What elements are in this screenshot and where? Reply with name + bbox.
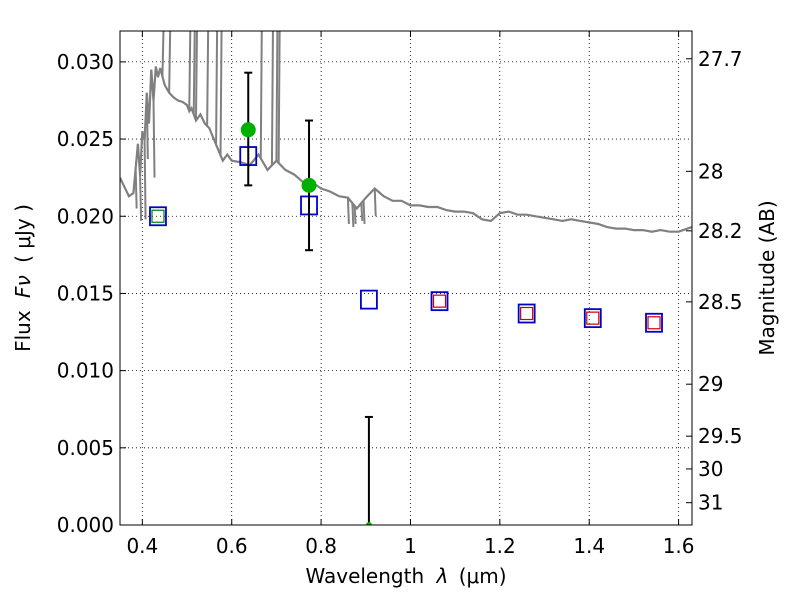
x-tick-label: 0.8 bbox=[305, 534, 337, 558]
spectrum-spike bbox=[373, 188, 377, 217]
x-tick-label: 1.6 bbox=[663, 534, 695, 558]
spectrum-line bbox=[120, 66, 692, 233]
x-tick-label: 0.4 bbox=[126, 534, 158, 558]
model-point-red-square bbox=[520, 306, 534, 321]
model-point-blue-square bbox=[430, 291, 449, 312]
spectrum-spike bbox=[206, 31, 210, 126]
y-tick-label: 0.005 bbox=[57, 436, 114, 460]
spectrum-spike bbox=[360, 203, 364, 221]
spectrum-spike bbox=[192, 31, 196, 115]
spectrum-spike bbox=[346, 197, 350, 225]
y-tick-label: 0.015 bbox=[57, 281, 114, 305]
observed-point bbox=[301, 177, 317, 193]
model-point-green-square bbox=[151, 209, 165, 223]
ticks: 0.4 0.6 0.8 1 1.2 1.4 1.6 0.000 0.005 0.010 0.015 0… bbox=[57, 31, 743, 558]
x-tick-label: 1 bbox=[404, 534, 417, 558]
y2-tick-label: 31 bbox=[698, 491, 723, 515]
x-axis-label: Wavelength λ (μm) bbox=[305, 564, 506, 588]
y-tick-label: 0.020 bbox=[57, 204, 114, 228]
y2-tick-label: 30 bbox=[698, 457, 723, 481]
spectrum-spike bbox=[277, 31, 281, 163]
y2-tick-label: 28 bbox=[698, 159, 723, 183]
y2-tick-label: 28.2 bbox=[698, 219, 743, 243]
model-point-blue-square bbox=[517, 303, 536, 324]
axes-frame bbox=[119, 30, 693, 526]
spectrum-spike bbox=[270, 31, 274, 166]
y2-tick-label: 28.5 bbox=[698, 290, 743, 314]
y-tick-label: 0.010 bbox=[57, 359, 114, 383]
x-tick-label: 1.2 bbox=[484, 534, 516, 558]
observed-point bbox=[365, 522, 372, 525]
spectrum-spike bbox=[134, 168, 138, 209]
spectrum-spike bbox=[139, 176, 143, 221]
y-tick-label: 0.025 bbox=[57, 127, 114, 151]
model-point-red-square bbox=[647, 316, 661, 330]
y2-axis-label: Magnitude (AB) bbox=[755, 200, 779, 355]
spectrum-spike bbox=[275, 31, 279, 161]
spectrum-spike bbox=[194, 31, 198, 121]
spectrum-spike bbox=[188, 31, 192, 112]
y-tick-label: 0.000 bbox=[57, 513, 114, 537]
spectrum-spike bbox=[353, 205, 357, 225]
spectrum-spike bbox=[143, 140, 147, 220]
y2-tick-label: 29.5 bbox=[698, 424, 743, 448]
spectrum-spike bbox=[362, 200, 366, 225]
spectrum-spike bbox=[259, 31, 263, 159]
x-tick-label: 0.6 bbox=[216, 534, 248, 558]
spectrum-spike bbox=[152, 100, 156, 178]
y-tick-label: 0.030 bbox=[57, 50, 114, 74]
y2-tick-label: 29 bbox=[698, 372, 723, 396]
model-point-blue-square bbox=[645, 312, 663, 333]
y2-tick-label: 27.7 bbox=[698, 47, 743, 71]
model-point-red-square bbox=[432, 294, 447, 308]
y-axis-label: Flux Fν ( μJy ) bbox=[11, 204, 35, 352]
x-tick-label: 1.4 bbox=[573, 534, 605, 558]
observed-point bbox=[240, 122, 256, 138]
spectrum-spike bbox=[351, 203, 355, 228]
grid bbox=[120, 31, 692, 525]
model-point-blue-square bbox=[583, 308, 602, 329]
spectrum-spike bbox=[215, 31, 219, 145]
model-point-blue-square bbox=[360, 289, 378, 310]
plot-area bbox=[120, 31, 692, 525]
spectrum-spike bbox=[145, 92, 149, 160]
spectrum-spike bbox=[168, 31, 172, 93]
model-point-red-square bbox=[586, 311, 600, 325]
model-point-blue-square bbox=[149, 206, 167, 227]
spectrum-spike bbox=[219, 31, 223, 156]
spectrum-spike bbox=[161, 31, 165, 77]
